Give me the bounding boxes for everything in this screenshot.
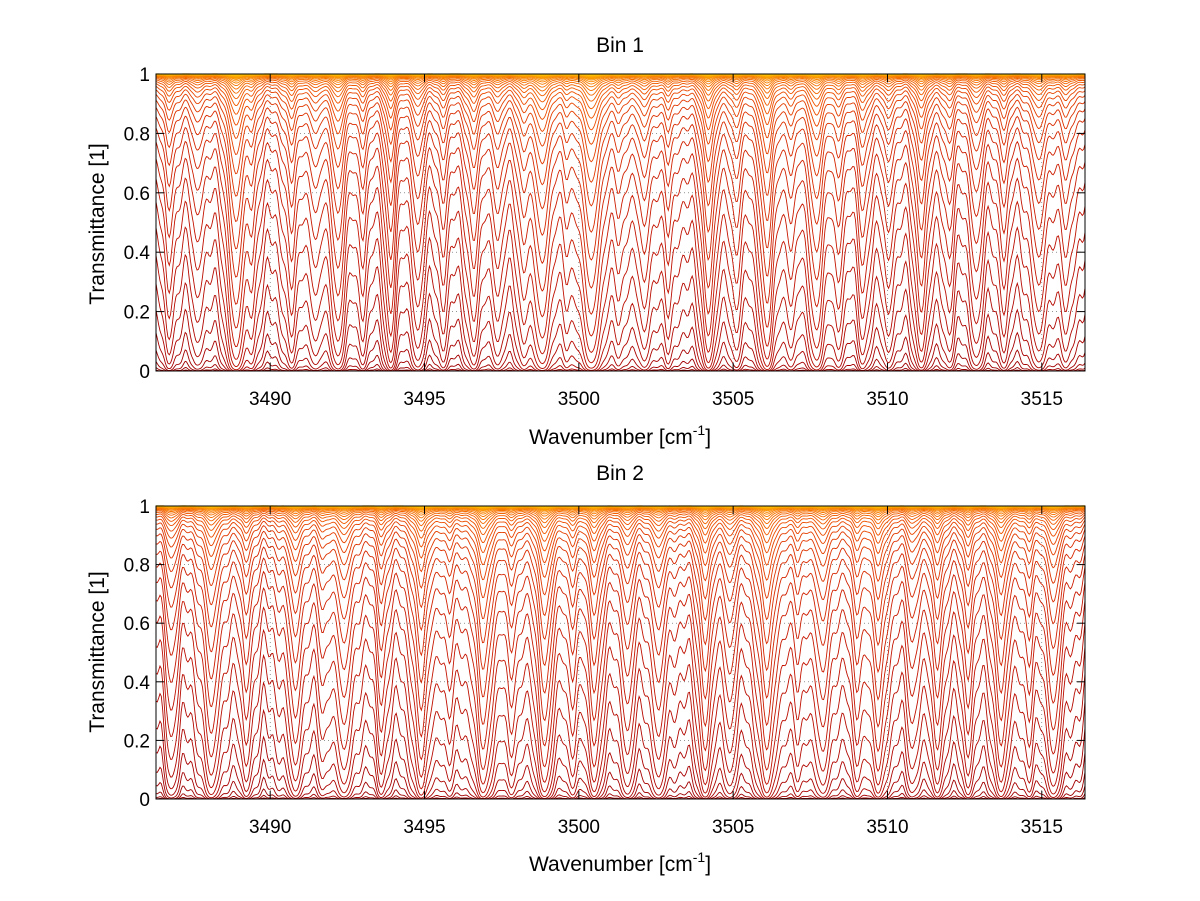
bin-1-series-line — [155, 106, 1086, 233]
bin-1-series-line — [155, 76, 1086, 91]
bin-1-series-line — [155, 226, 1086, 369]
bin-1-x-axis-label: Wavenumber [cm-1] — [529, 422, 711, 449]
bin-2-plot: Bin 2 3490 3495 3500 3505 3510 3515 0 0.2 0.4 0.6… — [86, 462, 1086, 876]
bin-2-axes-frame — [155, 505, 1086, 800]
bin-1-title: Bin 1 — [596, 34, 644, 57]
bin-2-series-line — [156, 512, 1086, 554]
bin-2-x-axis-label-sup: -1 — [693, 849, 706, 865]
bin-2-series-line — [155, 516, 1086, 581]
bin-2-series-line — [155, 646, 1086, 798]
bin-2-y-tick-label: 1 — [139, 497, 150, 518]
bin-2-series-line — [155, 621, 1086, 794]
bin-2-series-line — [155, 543, 1086, 699]
bin-1-series-line — [155, 85, 1086, 145]
bin-1-x-axis-label-text: Wavenumber [cm — [529, 426, 693, 449]
bin-1-y-tick-label: 0.4 — [124, 243, 151, 264]
bin-1-series-line — [155, 79, 1086, 110]
bin-1-series-line — [155, 76, 1086, 96]
bin-2-series-line — [156, 510, 1086, 544]
bin-1-series-line — [155, 157, 1086, 337]
bin-2-ticks: 3490 3495 3500 3505 3510 3515 0 0.2 0.4 0.6 0.8 1 — [124, 497, 1085, 838]
bin-2-y-tick-label: 0.8 — [124, 556, 150, 577]
bin-2-title: Bin 2 — [596, 462, 644, 485]
bin-2-x-tick-label: 3495 — [403, 817, 445, 838]
bin-2-series-line — [156, 507, 1086, 521]
bin-2-y-axis-label: Transmittance [1] — [86, 571, 109, 732]
bin-1-series-line — [155, 126, 1086, 289]
bin-2-x-tick-label: 3500 — [558, 817, 600, 838]
bin-1-series-line — [155, 253, 1086, 371]
bin-2-series-line — [156, 506, 1086, 515]
bin-1-x-axis-label-sup: -1 — [693, 422, 706, 438]
bin-2-series-line — [155, 771, 1086, 800]
bin-2-series-line — [155, 523, 1086, 621]
bin-1-series-line — [155, 177, 1086, 353]
bin-1-x-tick-label: 3515 — [1021, 389, 1063, 410]
bin-2-x-tick-label: 3515 — [1021, 817, 1063, 838]
bin-1-y-tick-label: 1 — [139, 65, 150, 86]
bin-2-series-line — [155, 582, 1086, 771]
bin-2-series-line — [155, 752, 1086, 800]
bin-2-series-line — [156, 509, 1086, 536]
bin-1-y-tick-label: 0 — [139, 362, 150, 383]
bin-1-series-line — [155, 331, 1086, 372]
bin-1-x-tick-label: 3500 — [558, 389, 600, 410]
bin-1-series-line — [155, 89, 1086, 163]
bin-1-series-line — [155, 200, 1086, 364]
bin-1-x-tick-label: 3495 — [403, 389, 445, 410]
bin-1-y-tick-label: 0.6 — [124, 184, 150, 205]
bin-2-y-tick-label: 0.2 — [124, 731, 150, 752]
bin-2-series-line — [155, 529, 1086, 645]
bin-2-x-axis-label: Wavenumber [cm-1] — [529, 849, 711, 876]
bin-2-x-tick-label: 3510 — [866, 817, 908, 838]
bin-1-series-line — [155, 80, 1086, 119]
bin-2-series-line — [155, 508, 1086, 529]
bin-2-series-line — [155, 600, 1086, 785]
bin-1-series-line — [155, 83, 1086, 131]
bin-1-series-line — [155, 115, 1086, 261]
bin-2-x-axis-label-text: Wavenumber [cm — [529, 853, 693, 876]
bin-2-series-line — [155, 700, 1086, 800]
bin-2-series-line — [155, 566, 1086, 751]
bin-2-x-axis-label-end: ] — [705, 853, 711, 876]
bin-1-x-tick-label: 3505 — [712, 389, 754, 410]
bin-2-series-line — [155, 519, 1086, 600]
bin-1-series-line — [155, 93, 1086, 183]
bin-1-series-line — [155, 75, 1086, 88]
bin-1-plot: Bin 1 3490 3495 3500 3505 3510 3515 0 0.2 0.4 0.6… — [86, 34, 1086, 449]
bin-2-series-line — [155, 728, 1086, 800]
bin-2-series-line — [155, 507, 1086, 525]
bin-1-x-tick-label: 3510 — [866, 389, 908, 410]
bin-1-series-line — [155, 308, 1086, 372]
bin-1-x-tick-label: 3490 — [249, 389, 291, 410]
bin-1-x-axis-label-end: ] — [705, 426, 711, 449]
bin-2-y-tick-label: 0.6 — [124, 614, 150, 635]
bin-1-series-line — [155, 281, 1086, 372]
bin-2-y-tick-label: 0.4 — [124, 673, 151, 694]
bin-2-x-tick-label: 3490 — [249, 817, 291, 838]
bin-1-series-line — [155, 99, 1086, 207]
bin-2-series-line — [155, 673, 1086, 800]
bin-1-series-line — [155, 74, 1086, 83]
bin-2-series-line — [155, 514, 1086, 566]
bin-1-axes-frame — [155, 73, 1086, 372]
bin-1-ticks: 3490 3495 3500 3505 3510 3515 0 0.2 0.4 0.6 0.8 1 — [124, 65, 1085, 410]
bin-2-x-tick-label: 3505 — [712, 817, 754, 838]
bin-2-series-line — [155, 535, 1086, 672]
bin-1-y-tick-label: 0.2 — [124, 303, 150, 324]
bin-1-series-line — [155, 140, 1086, 315]
bin-1-y-axis-label: Transmittance [1] — [86, 143, 109, 304]
bin-1-series-line — [155, 77, 1086, 102]
bin-2-series-line — [155, 554, 1086, 727]
bin-2-y-tick-label: 0 — [139, 790, 150, 811]
bin-1-series-line — [155, 75, 1086, 85]
bin-1-y-tick-label: 0.8 — [124, 124, 150, 145]
bin-2-series-line — [156, 506, 1086, 518]
